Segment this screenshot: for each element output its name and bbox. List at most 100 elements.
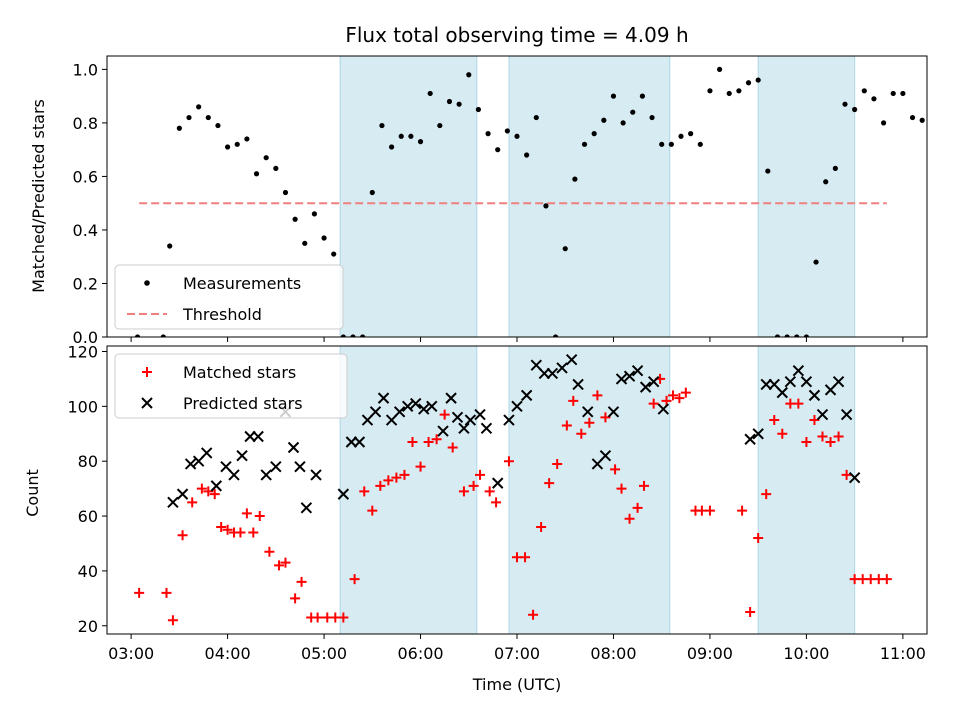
measurements-point xyxy=(726,90,732,97)
matched-stars-point xyxy=(661,395,672,406)
matched-stars-point xyxy=(568,395,579,406)
y-tick-label: 60 xyxy=(78,507,98,526)
matched-stars-point xyxy=(777,428,788,439)
predicted-stars-point xyxy=(369,406,382,418)
matched-stars-point xyxy=(338,612,349,623)
predicted-stars-point xyxy=(210,480,223,492)
predicted-stars-point xyxy=(287,441,300,454)
measurements-point xyxy=(302,240,308,246)
legend-label: Threshold xyxy=(182,305,262,324)
measurements-point xyxy=(205,114,211,121)
measurements-point xyxy=(861,88,867,94)
predicted-stars-point xyxy=(816,408,829,421)
top-plot: 0.0 0.2 0.4 0.6 0.8 1.0 Measurements Threshold xyxy=(73,55,954,347)
measurements-point xyxy=(591,131,597,137)
predicted-stars-point xyxy=(511,400,523,413)
measurements-point xyxy=(716,66,723,72)
predicted-stars-point xyxy=(623,370,636,382)
measurements-point xyxy=(350,334,356,337)
predicted-stars-point xyxy=(582,406,594,418)
matched-stars-point xyxy=(639,480,650,491)
matched-stars-point xyxy=(367,505,378,516)
measurements-point xyxy=(253,171,260,177)
matched-stars-point xyxy=(520,552,531,563)
matched-stars-point xyxy=(552,458,563,469)
matched-stars-point xyxy=(801,437,812,447)
matched-stars-point xyxy=(431,434,442,445)
measurements-point xyxy=(514,133,520,139)
legend-marker xyxy=(141,397,153,409)
shaded-interval xyxy=(339,56,478,337)
measurements-point xyxy=(234,141,240,147)
y-tick-label: 0.8 xyxy=(73,114,98,133)
measurements-point xyxy=(794,334,800,337)
matched-stars-point xyxy=(209,489,220,500)
measurements-point xyxy=(504,128,510,134)
measurements-point xyxy=(552,334,559,337)
measurements-point xyxy=(852,106,858,113)
matched-stars-point xyxy=(769,415,780,426)
matched-stars-point xyxy=(423,437,434,447)
predicted-stars-point xyxy=(409,397,422,410)
predicted-stars-point xyxy=(418,403,430,415)
matched-stars-point xyxy=(881,574,892,585)
measurements-point xyxy=(369,189,375,196)
y-tick-label: 0.0 xyxy=(73,328,98,347)
measurements-point xyxy=(379,122,385,129)
measurements-point xyxy=(176,125,182,131)
measurements-point xyxy=(649,114,655,121)
matched-stars-point xyxy=(407,437,418,447)
measurements-point xyxy=(160,334,166,337)
measurements-point xyxy=(581,141,588,147)
legend-label: Matched stars xyxy=(183,363,296,382)
measurements-point xyxy=(890,90,896,97)
matched-stars-point xyxy=(187,497,198,508)
predicted-stars-point xyxy=(647,375,660,388)
predicted-stars-point xyxy=(639,381,652,393)
predicted-stars-point xyxy=(848,471,861,484)
measurements-point xyxy=(224,144,231,150)
measurements-point xyxy=(755,77,761,83)
matched-stars-point xyxy=(349,574,360,585)
legend: Matched stars Predicted stars xyxy=(114,353,348,419)
predicted-stars-point xyxy=(464,414,477,426)
y-tick-label: 120 xyxy=(67,342,98,361)
predicted-stars-point xyxy=(776,386,789,399)
measurements-point xyxy=(601,117,607,123)
y-tick-label: 80 xyxy=(78,452,98,471)
bottom-y-axis-label: Count xyxy=(23,469,42,517)
measurements-point xyxy=(697,141,703,147)
measurements-point xyxy=(949,334,954,339)
measurements-point xyxy=(610,93,617,99)
legend-label: Predicted stars xyxy=(183,394,303,413)
measurements-point xyxy=(562,246,568,252)
measurements-point xyxy=(803,334,810,337)
matched-stars-point xyxy=(264,546,275,557)
measurements-point xyxy=(678,133,684,139)
shaded-interval xyxy=(508,56,671,337)
shaded-interval xyxy=(508,346,671,634)
measurements-point xyxy=(784,334,790,337)
predicted-stars-point xyxy=(657,403,670,415)
measurements-point xyxy=(543,203,549,209)
legend-box xyxy=(114,264,344,330)
matched-stars-point xyxy=(536,522,547,533)
measurements-point xyxy=(167,243,173,249)
measurements-point xyxy=(533,114,539,121)
predicted-stars-point xyxy=(631,364,644,377)
predicted-stars-point xyxy=(200,447,213,459)
shaded-interval xyxy=(339,346,478,634)
bottom-plot: 20 40 60 80 100 120 03:00 04:00 05:00 06:00 07:00 0… xyxy=(67,342,928,663)
predicted-stars-point xyxy=(480,422,493,434)
predicted-stars-point xyxy=(491,477,504,489)
measurements-point xyxy=(331,251,337,257)
matched-stars-point xyxy=(503,456,514,467)
matched-stars-point xyxy=(290,593,301,604)
predicted-stars-point xyxy=(401,400,414,413)
predicted-stars-point xyxy=(270,460,282,473)
predicted-stars-point xyxy=(752,428,764,440)
predicted-stars-point xyxy=(228,469,240,481)
matched-stars-point xyxy=(383,475,394,486)
predicted-stars-point xyxy=(800,375,813,388)
